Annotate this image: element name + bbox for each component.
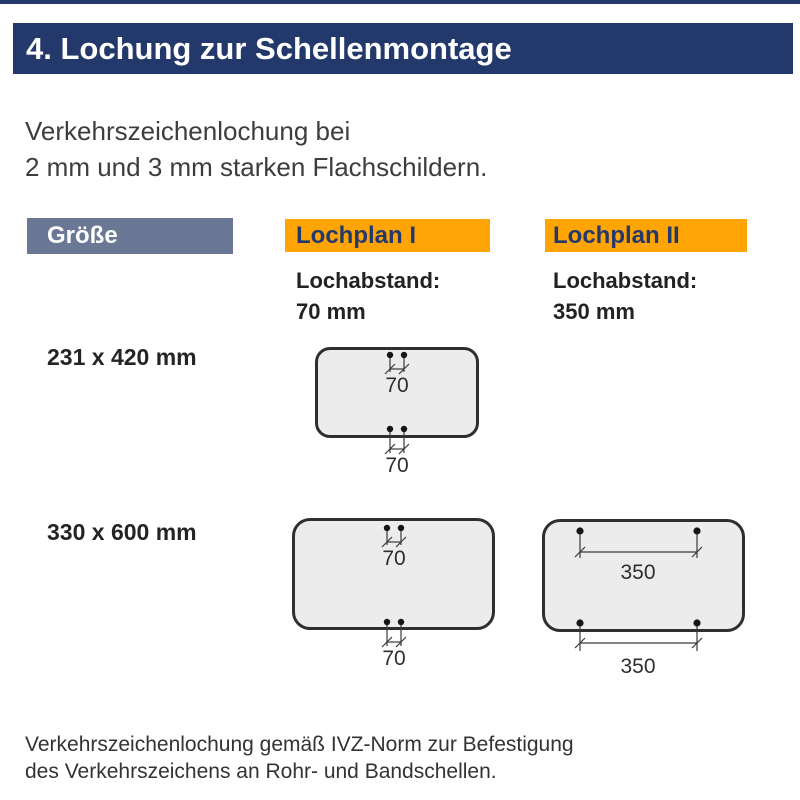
dimension-value: 350	[620, 561, 656, 584]
intro-line-2: 2 mm und 3 mm starken Flachschildern.	[25, 152, 488, 182]
mounting-hole	[400, 425, 408, 433]
mounting-hole	[693, 619, 701, 627]
lochplan-1-subheader-line2: 70 mm	[296, 299, 366, 324]
row-1-size-label: 231 x 420 mm	[47, 344, 197, 370]
column-header-lochplan-2: Lochplan II	[545, 219, 747, 252]
shield1-bottom-holes-dimension	[384, 425, 410, 455]
dimension-lines	[574, 626, 703, 651]
lochplan-2-subheader-line1: Lochabstand:	[553, 268, 698, 293]
column-header-lochplan-2-label: Lochplan II	[553, 221, 680, 249]
top-accent-strip	[0, 0, 800, 4]
mounting-hole	[397, 618, 405, 626]
dimension-value: 350	[620, 655, 656, 678]
dimension-value: 70	[385, 454, 409, 477]
lochplan-2-subheader: Lochabstand: 350 mm	[553, 265, 697, 327]
intro-text: Verkehrszeichenlochung bei 2 mm und 3 mm…	[25, 113, 487, 185]
lochplan-2-subheader-line2: 350 mm	[553, 299, 635, 324]
column-header-lochplan-1: Lochplan I	[285, 219, 490, 252]
footer-line-1: Verkehrszeichenlochung gemäß IVZ-Norm zu…	[25, 733, 574, 756]
intro-line-1: Verkehrszeichenlochung bei	[25, 116, 351, 146]
lochplan-1-subheader-line1: Lochabstand:	[296, 268, 441, 293]
dimension-lines	[384, 358, 410, 375]
column-header-lochplan-1-label: Lochplan I	[296, 221, 416, 249]
mounting-hole	[386, 425, 394, 433]
page-title: 4. Lochung zur Schellenmontage	[26, 30, 512, 66]
mounting-hole	[397, 524, 405, 532]
mounting-hole	[383, 618, 391, 626]
lochplan-1-subheader: Lochabstand: 70 mm	[296, 265, 440, 327]
dimension-lines	[381, 531, 407, 548]
mounting-hole	[383, 524, 391, 532]
footer-line-2: des Verkehrszeichens an Rohr- und Bandsc…	[25, 760, 497, 783]
shield1-top-holes-dimension	[384, 351, 410, 375]
mounting-hole	[400, 351, 408, 359]
sign-shield-330x600-lochplan-2	[542, 519, 745, 632]
mounting-hole	[386, 351, 394, 359]
dimension-value: 70	[382, 547, 406, 570]
shield2-bottom-holes-dimension	[381, 618, 407, 648]
dimension-lines	[574, 534, 703, 558]
section-header-bar: 4. Lochung zur Schellenmontage	[13, 23, 793, 74]
shield3-bottom-holes-dimension	[574, 619, 703, 651]
mounting-hole	[576, 619, 584, 627]
sign-shield-231x420-lochplan-1	[315, 347, 479, 438]
shield3-top-holes-dimension	[574, 527, 703, 558]
dimension-lines	[381, 625, 407, 648]
column-header-size: Größe	[27, 218, 233, 254]
mounting-hole	[576, 527, 584, 535]
column-header-size-label: Größe	[47, 222, 118, 249]
dimension-value: 70	[382, 647, 406, 670]
dimension-value: 70	[385, 374, 409, 397]
dimension-lines	[384, 432, 410, 455]
row-2-size-label: 330 x 600 mm	[47, 519, 197, 545]
sign-shield-330x600-lochplan-1	[292, 518, 495, 630]
footer-note: Verkehrszeichenlochung gemäß IVZ-Norm zu…	[25, 731, 574, 785]
mounting-hole	[693, 527, 701, 535]
shield2-top-holes-dimension	[381, 524, 407, 548]
